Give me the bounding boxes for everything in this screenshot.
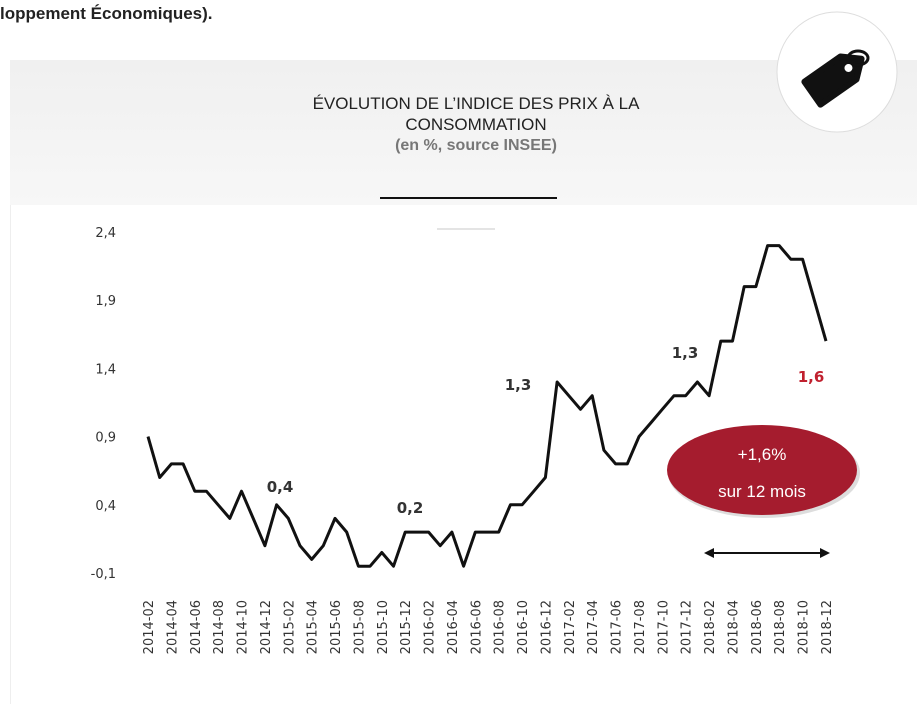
y-tick-label: 0,4 bbox=[95, 499, 116, 514]
x-tick-label: 2016-02 bbox=[423, 600, 438, 654]
x-tick-label: 2018-10 bbox=[797, 600, 812, 654]
title-rule bbox=[380, 197, 557, 199]
x-tick-label: 2014-08 bbox=[212, 600, 227, 654]
badge-text: sur 12 mois bbox=[718, 482, 806, 501]
x-tick-label: 2016-08 bbox=[493, 600, 508, 654]
chart-title: ÉVOLUTION DE L’INDICE DES PRIX À LA CONS… bbox=[312, 94, 640, 134]
tag-icon bbox=[776, 11, 898, 133]
x-tick-label: 2014-10 bbox=[236, 600, 251, 654]
x-tick-label: 2017-04 bbox=[586, 600, 601, 654]
x-tick-label: 2018-04 bbox=[726, 600, 741, 654]
x-tick-label: 2014-06 bbox=[189, 600, 204, 654]
panel-header bbox=[10, 60, 917, 205]
annotation: 1,3 bbox=[505, 376, 532, 394]
badge-shape bbox=[667, 425, 857, 515]
x-tick-label: 2016-04 bbox=[446, 600, 461, 654]
period-arrow bbox=[704, 548, 830, 558]
x-tick-label: 2017-02 bbox=[563, 600, 578, 654]
chart-subtitle: (en %, source INSEE) bbox=[395, 137, 557, 154]
annotation: 1,3 bbox=[672, 344, 699, 362]
x-tick-label: 2014-12 bbox=[259, 600, 274, 654]
annotation: 1,6 bbox=[798, 368, 825, 386]
y-tick-label: 2,4 bbox=[95, 226, 116, 241]
x-tick-label: 2015-06 bbox=[329, 600, 344, 654]
x-tick-label: 2017-12 bbox=[680, 600, 695, 654]
x-tick-label: 2016-12 bbox=[539, 600, 554, 654]
x-tick-label: 2015-12 bbox=[399, 600, 414, 654]
x-tick-label: 2016-06 bbox=[469, 600, 484, 654]
x-tick-label: 2018-02 bbox=[703, 600, 718, 654]
y-tick-label: 1,4 bbox=[95, 362, 116, 377]
x-tick-label: 2014-04 bbox=[165, 600, 180, 654]
x-tick-label: 2018-06 bbox=[750, 600, 765, 654]
badge-text: +1,6% bbox=[738, 445, 787, 464]
x-tick-label: 2017-06 bbox=[610, 600, 625, 654]
x-tick-label: 2015-10 bbox=[376, 600, 391, 654]
y-tick-label: -0,1 bbox=[91, 567, 116, 582]
x-tick-label: 2018-08 bbox=[773, 600, 788, 654]
data-line bbox=[146, 244, 828, 568]
x-tick-label: 2016-10 bbox=[516, 600, 531, 654]
x-tick-label: 2018-12 bbox=[820, 600, 835, 654]
x-tick-label: 2014-02 bbox=[142, 600, 157, 654]
x-tick-label: 2015-02 bbox=[282, 600, 297, 654]
y-tick-label: 1,9 bbox=[95, 294, 116, 309]
y-tick-label: 0,9 bbox=[95, 431, 116, 446]
x-tick-label: 2017-10 bbox=[656, 600, 671, 654]
badge: +1,6% sur 12 mois bbox=[667, 425, 860, 518]
annotation: 0,2 bbox=[397, 499, 424, 517]
intro-text: loppement Économiques). bbox=[0, 4, 213, 23]
x-tick-label: 2015-04 bbox=[306, 600, 321, 654]
annotation: 0,4 bbox=[267, 478, 294, 496]
x-tick-label: 2015-08 bbox=[352, 600, 367, 654]
x-tick-label: 2017-08 bbox=[633, 600, 648, 654]
